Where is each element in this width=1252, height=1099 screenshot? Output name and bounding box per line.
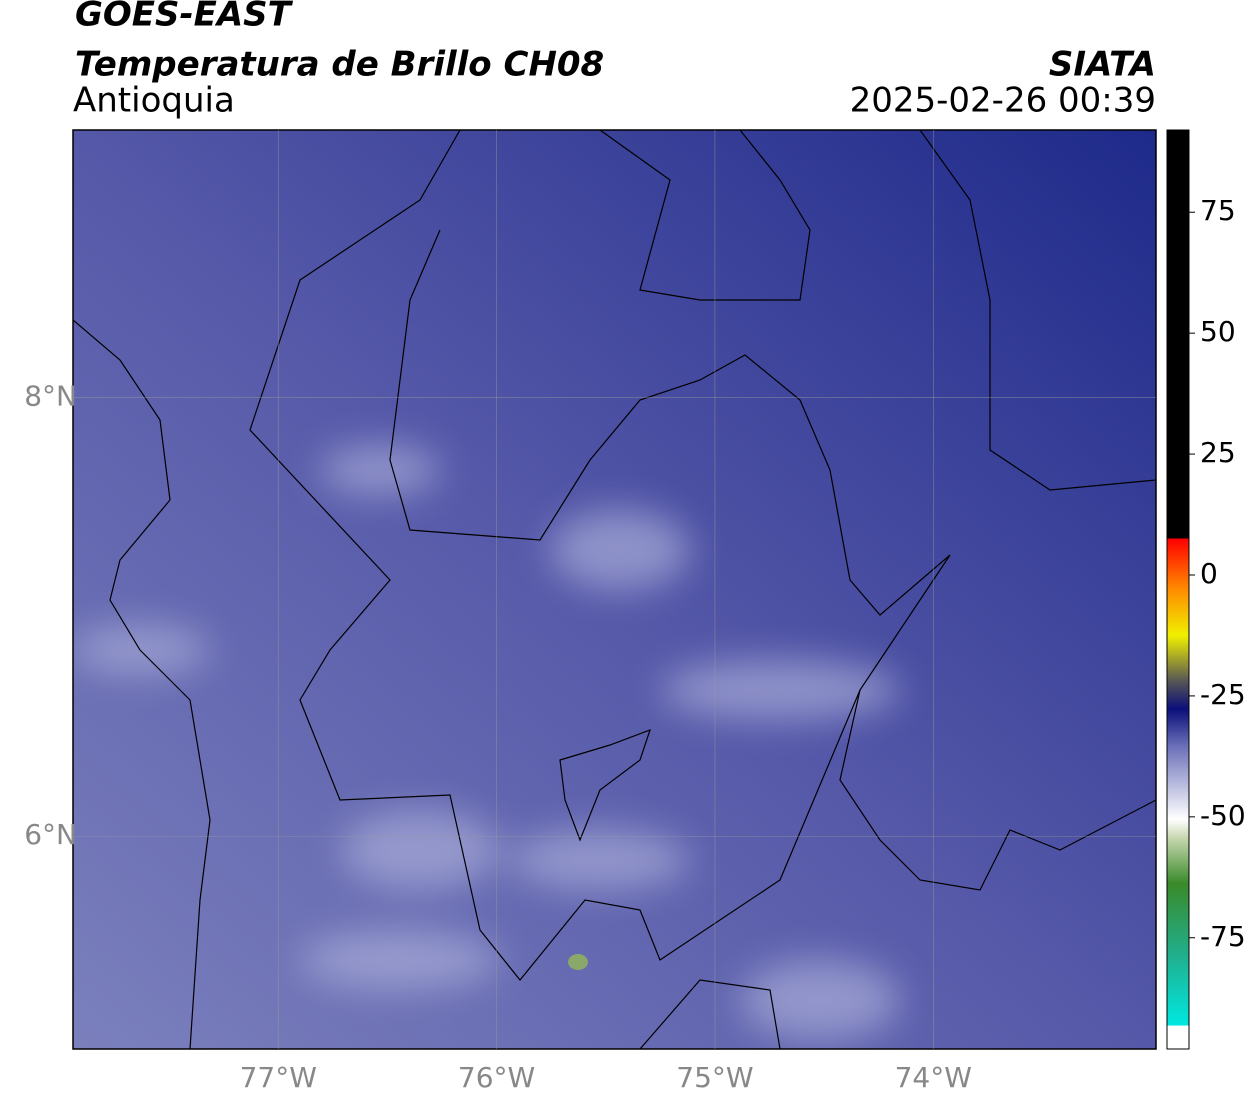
colorbar-tick-label: -50 <box>1200 799 1246 832</box>
map <box>72 129 1157 1050</box>
subtitle: Temperatura de Brillo CH08 <box>75 45 604 85</box>
colorbar <box>1166 129 1190 1050</box>
x-tick-label: 76°W <box>458 1061 535 1094</box>
clouds <box>73 445 900 1040</box>
colorbar-tick-label: 50 <box>1200 315 1236 348</box>
colorbar-tick-label: 25 <box>1200 436 1236 469</box>
border <box>839 689 1156 891</box>
region: Antioquia <box>73 81 235 121</box>
colorbar-tick-label: 75 <box>1200 194 1236 227</box>
x-tick-label: 74°W <box>895 1061 972 1094</box>
border <box>599 130 811 301</box>
border <box>73 319 211 1049</box>
y-tick-label: 8°N <box>24 380 77 413</box>
border <box>639 979 781 1049</box>
x-tick-label: 75°W <box>676 1061 753 1094</box>
map-frame <box>72 129 1157 1050</box>
title: GOES-EAST <box>75 0 294 35</box>
border <box>249 130 951 981</box>
colorbar-tick-label: -75 <box>1200 920 1246 953</box>
border <box>919 130 1156 491</box>
datetime: 2025-02-26 00:39 <box>850 81 1156 121</box>
y-tick-label: 6°N <box>24 818 77 851</box>
colorbar-tick-label: 0 <box>1200 557 1218 590</box>
border <box>559 728 651 842</box>
source: SIATA <box>1049 45 1156 85</box>
cold-cloud <box>568 954 588 970</box>
x-tick-label: 77°W <box>240 1061 317 1094</box>
colorbar-tick-label: -25 <box>1200 678 1246 711</box>
